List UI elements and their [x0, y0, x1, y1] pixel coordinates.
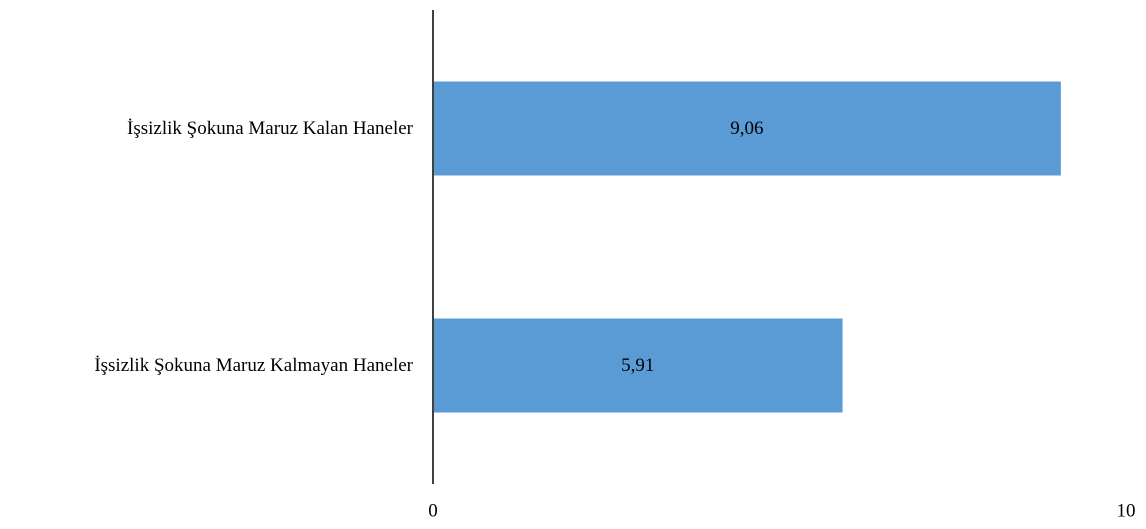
bar-data-label: 5,91 — [621, 355, 654, 376]
labels-layer: 9,06 İşsizlik Şokuna Maruz Kalan Haneler 5… — [94, 118, 1135, 522]
bar-data-label: 9,06 — [730, 118, 763, 139]
x-tick-label: 10 — [1117, 501, 1136, 522]
category-label: İşsizlik Şokuna Maruz Kalmayan Haneler — [94, 355, 413, 376]
bars-layer — [434, 81, 1061, 413]
bar — [434, 318, 843, 413]
category-label: İşsizlik Şokuna Maruz Kalan Haneler — [127, 118, 414, 139]
bar — [434, 81, 1061, 176]
x-tick-label: 0 — [428, 501, 438, 522]
